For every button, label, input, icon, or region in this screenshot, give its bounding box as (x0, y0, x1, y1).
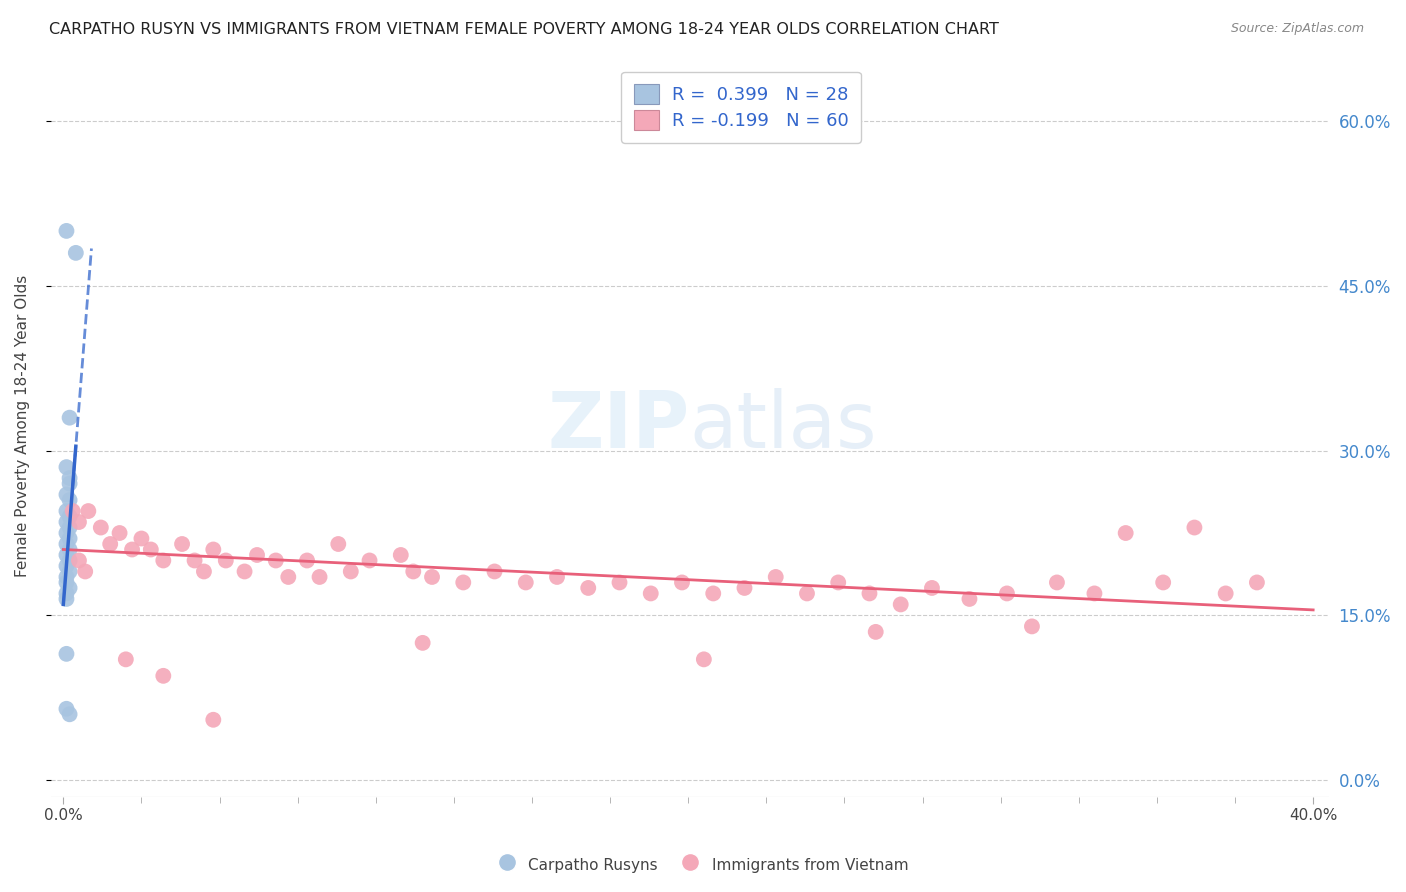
Point (246, 548, 269, 562)
Point (451, 575, 474, 590)
Point (796, 586, 818, 600)
Point (108, 526, 131, 541)
Point (55, 526, 77, 541)
Point (58, 471, 80, 485)
Point (58, 476, 80, 491)
Point (55, 575, 77, 590)
Point (339, 565, 361, 579)
Point (55, 559, 77, 574)
Point (693, 652, 716, 666)
Point (55, 570, 77, 584)
Point (67, 553, 90, 567)
Point (1021, 619, 1043, 633)
Point (55, 515, 77, 529)
Point (1184, 520, 1206, 534)
Point (58, 520, 80, 534)
Point (1046, 575, 1069, 590)
Point (114, 652, 136, 666)
Point (389, 548, 412, 562)
Y-axis label: Female Poverty Among 18-24 Year Olds: Female Poverty Among 18-24 Year Olds (15, 275, 30, 577)
Legend: Carpatho Rusyns, Immigrants from Vietnam: Carpatho Rusyns, Immigrants from Vietnam (492, 849, 914, 880)
Point (58, 565, 80, 579)
Point (402, 565, 425, 579)
Point (131, 532, 153, 546)
Point (264, 553, 287, 567)
Point (58, 542, 80, 557)
Point (55, 548, 77, 562)
Point (484, 565, 506, 579)
Point (308, 570, 330, 584)
Point (921, 581, 943, 595)
Point (55, 586, 77, 600)
Point (58, 493, 80, 508)
Point (90, 520, 112, 534)
Point (827, 575, 849, 590)
Point (359, 553, 381, 567)
Point (233, 565, 256, 579)
Text: CARPATHO RUSYN VS IMMIGRANTS FROM VIETNAM FEMALE POVERTY AMONG 18-24 YEAR OLDS C: CARPATHO RUSYN VS IMMIGRANTS FROM VIETNA… (49, 22, 1000, 37)
Point (576, 581, 599, 595)
Point (65, 246, 87, 260)
Point (420, 570, 443, 584)
Point (671, 575, 693, 590)
Point (58, 509, 80, 524)
Point (139, 542, 162, 557)
Point (58, 553, 80, 567)
Point (55, 702, 77, 716)
Point (75, 565, 97, 579)
Point (1115, 526, 1137, 541)
Legend: R =  0.399   N = 28, R = -0.199   N = 60: R = 0.399 N = 28, R = -0.199 N = 60 (621, 71, 860, 143)
Point (734, 581, 756, 595)
Point (152, 669, 174, 683)
Text: ZIP: ZIP (547, 388, 690, 464)
Point (58, 581, 80, 595)
Point (152, 553, 174, 567)
Point (58, 410, 80, 425)
Point (58, 707, 80, 722)
Point (277, 570, 299, 584)
Point (215, 553, 238, 567)
Point (77, 504, 100, 518)
Point (515, 575, 537, 590)
Point (193, 565, 215, 579)
Point (170, 537, 193, 551)
Point (640, 586, 662, 600)
Point (202, 713, 225, 727)
Point (55, 504, 77, 518)
Point (865, 624, 887, 639)
Point (55, 460, 77, 475)
Point (890, 598, 912, 612)
Point (295, 553, 318, 567)
Point (702, 586, 724, 600)
Point (183, 553, 205, 567)
Point (1215, 586, 1237, 600)
Point (55, 487, 77, 501)
Point (121, 542, 143, 557)
Point (328, 537, 350, 551)
Point (1152, 575, 1174, 590)
Text: atlas: atlas (690, 388, 877, 464)
Point (55, 224, 77, 238)
Point (609, 575, 631, 590)
Point (55, 537, 77, 551)
Point (58, 532, 80, 546)
Point (546, 570, 568, 584)
Point (858, 586, 880, 600)
Point (1246, 575, 1268, 590)
Point (67, 515, 90, 529)
Point (959, 591, 981, 606)
Point (55, 647, 77, 661)
Text: Source: ZipAtlas.com: Source: ZipAtlas.com (1230, 22, 1364, 36)
Point (412, 636, 434, 650)
Point (995, 586, 1018, 600)
Point (62, 504, 84, 518)
Point (1083, 586, 1105, 600)
Point (202, 542, 225, 557)
Point (98, 537, 121, 551)
Point (765, 570, 787, 584)
Point (55, 591, 77, 606)
